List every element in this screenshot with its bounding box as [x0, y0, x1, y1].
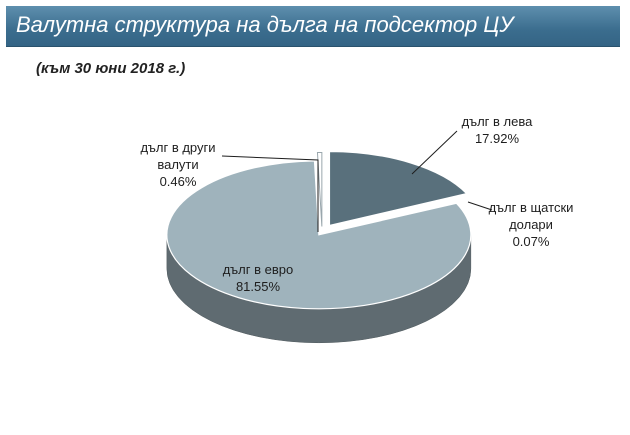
slice-value-label: 0.07% — [513, 234, 550, 249]
leader-line — [221, 155, 319, 232]
slice-name-label: валути — [157, 157, 198, 172]
slice-label: дълг в евро 81.55% — [223, 262, 293, 294]
leader-line — [411, 130, 458, 175]
slice-label: дълг в други валути 0.46% — [140, 140, 215, 189]
slice-value-label: 81.55% — [236, 279, 281, 294]
slice-name-label: дълг в лева — [462, 114, 533, 129]
title-bar: Валутна структура на дълга на подсектор … — [6, 6, 620, 47]
pie-slice — [316, 152, 323, 227]
pie-slice — [166, 160, 472, 310]
slice-labels: дълг в лева 17.92% дълг в щатски долари 0.07… — [140, 114, 573, 294]
chart-title: Валутна структура на дълга на подсектор … — [16, 12, 514, 37]
chart-subtitle: (към 30 юни 2018 г.) — [36, 60, 186, 77]
pie-slice — [334, 196, 474, 230]
leader-line — [467, 201, 493, 211]
slice-label: дълг в щатски долари 0.07% — [489, 200, 574, 249]
slice-name-label: долари — [509, 217, 553, 232]
slice-label: дълг в лева 17.92% — [462, 114, 533, 146]
slice-name-label: дълг в други — [140, 140, 215, 155]
slice-name-label: дълг в евро — [223, 262, 293, 277]
slice-value-label: 17.92% — [475, 131, 520, 146]
leader-lines — [221, 130, 493, 232]
slice-value-label: 0.46% — [160, 174, 197, 189]
pie-slice — [328, 150, 468, 227]
pie-top — [166, 150, 474, 310]
slice-name-label: дълг в щатски — [489, 200, 574, 215]
